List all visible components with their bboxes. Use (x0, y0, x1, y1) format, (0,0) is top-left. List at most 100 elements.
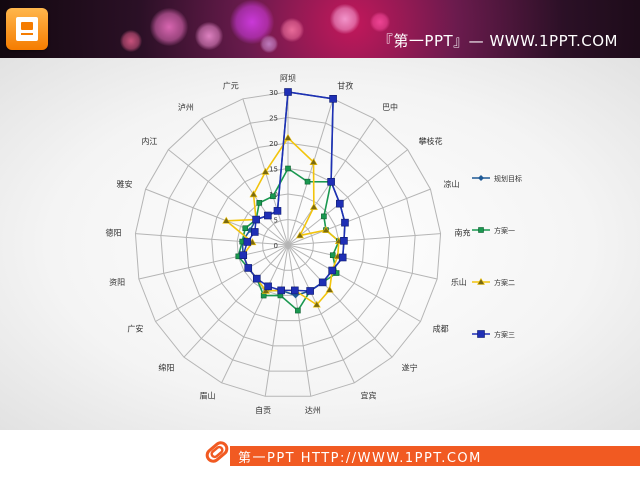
legend-label: 方案二 (494, 278, 515, 287)
data-point (250, 228, 259, 236)
data-point (295, 307, 301, 314)
radar-spoke (145, 188, 289, 246)
radar-spoke (287, 98, 334, 246)
category-label: 宜宾 (360, 390, 376, 400)
category-label: 乐山 (451, 277, 467, 287)
category-label: 内江 (141, 136, 157, 146)
category-label: 泸州 (178, 102, 194, 112)
data-point (222, 216, 231, 224)
radar-spoke (287, 244, 438, 280)
data-point (291, 286, 299, 295)
category-label: 德阳 (105, 228, 121, 238)
data-point (309, 202, 318, 210)
data-point (273, 207, 282, 215)
category-label: 成都 (433, 324, 449, 334)
category-label: 巴中 (382, 102, 398, 112)
data-point (261, 167, 270, 175)
category-label: 达州 (305, 405, 321, 415)
data-point (304, 178, 311, 185)
tick-label: 5 (274, 217, 278, 225)
category-label: 绵阳 (158, 362, 174, 372)
radar-spoke (201, 118, 289, 246)
data-point (295, 231, 304, 239)
radar-spoke (183, 244, 289, 358)
radar-spoke (221, 244, 289, 384)
category-label: 眉山 (200, 390, 216, 400)
data-point (283, 133, 293, 141)
radar-spoke (287, 233, 441, 246)
data-point (239, 251, 248, 260)
header-banner: 『第一PPT』— WWW.1PPT.COM (0, 0, 640, 58)
data-point (285, 165, 291, 172)
data-point (477, 330, 485, 338)
data-point (244, 264, 253, 272)
radar-spoke (287, 244, 421, 322)
radar-gridline (185, 142, 391, 347)
radar-chart: 051015202530阿坝甘孜巴中攀枝花凉山南充乐山成都遂宁宜宾达州自贡眉山绵… (105, 74, 522, 415)
data-point (312, 300, 321, 308)
radar-spoke (138, 244, 289, 280)
category-label: 自贡 (255, 405, 271, 415)
bokeh-circle (120, 30, 142, 52)
radar-spoke (287, 244, 355, 384)
radar-spoke (287, 244, 312, 397)
radar-gridline (134, 91, 442, 397)
radar-gridline (160, 116, 416, 372)
legend-label: 方案一 (494, 226, 515, 235)
bokeh-circle (370, 12, 390, 32)
tick-label: 15 (269, 166, 278, 174)
radar-spoke (135, 233, 289, 246)
bokeh-circle (260, 35, 278, 53)
radar-spoke (168, 149, 289, 246)
data-point (478, 175, 484, 181)
tick-label: 30 (269, 89, 278, 97)
data-point (261, 286, 270, 294)
data-point (336, 199, 344, 208)
data-point (284, 88, 292, 96)
data-point (270, 193, 276, 200)
data-point (318, 278, 327, 287)
legend-label: 方案三 (494, 330, 515, 339)
radar-gridline (211, 167, 365, 322)
data-point (242, 225, 249, 232)
data-point (328, 266, 336, 275)
category-label: 资阳 (109, 277, 125, 287)
category-label: 凉山 (443, 179, 459, 189)
site-title: 『第一PPT』— WWW.1PPT.COM (377, 32, 618, 50)
radar-spoke (287, 188, 431, 246)
category-label: 雅安 (117, 179, 133, 189)
category-label: 南充 (455, 228, 471, 238)
data-point (341, 218, 349, 227)
radar-spoke (287, 149, 408, 246)
tick-label: 0 (274, 242, 278, 250)
data-point (252, 274, 261, 283)
legend-label: 规划目标 (494, 174, 522, 183)
category-label: 甘孜 (337, 80, 353, 90)
data-point (340, 237, 348, 245)
presentation-logo-icon (6, 8, 48, 50)
category-label: 广元 (223, 80, 239, 90)
radar-gridline (262, 218, 314, 271)
data-point (476, 277, 486, 285)
data-point (249, 190, 258, 198)
data-point (252, 215, 260, 224)
data-point (329, 252, 336, 259)
bokeh-circle (195, 22, 223, 50)
category-label: 攀枝花 (419, 136, 443, 146)
chart-background (0, 58, 640, 430)
data-point (478, 227, 484, 233)
data-point (306, 287, 314, 295)
data-point (309, 158, 318, 165)
tick-label: 20 (269, 140, 278, 148)
data-point (321, 225, 331, 233)
series-line (242, 91, 346, 292)
footer-url: 第一PPT HTTP://WWW.1PPT.COM (238, 451, 482, 466)
paperclip-icon (205, 441, 229, 463)
bokeh-circle (150, 8, 188, 46)
data-point (260, 292, 267, 299)
bokeh-circle (330, 4, 360, 34)
tick-label: 25 (269, 115, 278, 123)
data-point (338, 253, 347, 262)
footer-bar (230, 446, 640, 466)
data-point (325, 285, 334, 293)
